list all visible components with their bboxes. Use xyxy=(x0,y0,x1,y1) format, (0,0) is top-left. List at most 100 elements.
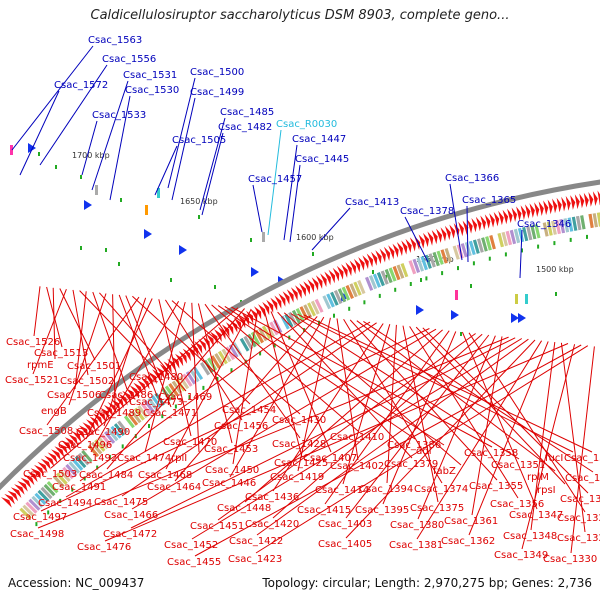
feature-bar xyxy=(10,145,13,155)
cds-arrow xyxy=(86,419,96,431)
cog-block xyxy=(97,436,109,450)
cog-block xyxy=(228,344,239,358)
cog-block xyxy=(477,238,484,253)
cog-block xyxy=(489,235,496,250)
cog-block xyxy=(110,425,122,439)
gene-label: Csac_1491 xyxy=(52,482,106,493)
gene-label: Csac_1375 xyxy=(410,503,464,514)
label-leader xyxy=(349,319,498,481)
gene-label: rplM xyxy=(527,472,549,483)
label-leader xyxy=(252,184,263,233)
gene-label: Csac_1530 xyxy=(125,85,179,96)
outer-marker xyxy=(120,198,122,202)
gene-label: Csac_1454 xyxy=(222,405,276,416)
label-leader xyxy=(217,333,476,521)
gene-label: Csac_1492 xyxy=(63,453,117,464)
label-leader xyxy=(471,336,503,516)
gene-label: Csac_1457 xyxy=(248,174,302,185)
cds-arrow xyxy=(529,203,535,218)
gene-label: Csac_1502 xyxy=(60,376,114,387)
gene-label: Csac_1494 xyxy=(38,498,92,509)
cds-arrow xyxy=(61,440,72,452)
label-leader xyxy=(158,299,192,437)
rna-marker xyxy=(504,252,507,257)
rna-marker xyxy=(83,476,86,481)
cog-block xyxy=(65,463,77,477)
outer-marker xyxy=(470,284,472,288)
cog-block xyxy=(326,293,335,308)
cog-block xyxy=(74,455,87,469)
cog-block xyxy=(104,431,116,444)
gene-label: Csac_1446 xyxy=(202,478,256,489)
gene-label: Csac_1327 xyxy=(560,494,600,505)
cds-arrow xyxy=(286,289,294,303)
rna-marker xyxy=(273,343,276,348)
gene-label: Csac_1423 xyxy=(228,554,282,565)
cog-block xyxy=(62,466,74,480)
rna-marker xyxy=(259,351,262,356)
rna-marker xyxy=(216,377,219,381)
outer-marker xyxy=(420,278,422,282)
gene-label: Csac_1531 xyxy=(123,70,177,81)
rna-marker xyxy=(35,522,38,527)
cog-block xyxy=(330,291,339,306)
gene-label: Csac_1482 xyxy=(218,122,272,133)
label-leader xyxy=(211,304,359,432)
cds-arrow xyxy=(570,195,576,210)
cds-arrow xyxy=(250,308,258,322)
map-title: Caldicellulosiruptor saccharolyticus DSM… xyxy=(90,8,510,23)
gene-label: Csac_1428 xyxy=(272,439,326,450)
rna-marker xyxy=(174,404,177,409)
label-leader xyxy=(121,322,377,497)
gene-label: Csac_1379 xyxy=(384,459,438,470)
label-leader xyxy=(40,328,430,512)
cog-block xyxy=(349,283,358,298)
label-leader xyxy=(65,321,371,498)
gene-label: Csac_1466 xyxy=(104,510,158,521)
gene-label: Csac_1521 xyxy=(5,375,59,386)
cog-block xyxy=(522,226,529,242)
gene-label: Csac_1472 xyxy=(103,529,157,540)
strand-arrow xyxy=(518,313,526,323)
gene-label: Csac_1420 xyxy=(245,519,299,530)
cds-arrow xyxy=(34,464,45,476)
gene-label: Csac_1453 xyxy=(204,444,258,455)
cds-arrow xyxy=(534,202,540,217)
cog-block xyxy=(596,212,600,227)
label-leader xyxy=(90,301,180,453)
cog-block xyxy=(392,265,401,281)
cds-arrow xyxy=(401,240,408,255)
gene-label: Csac_1448 xyxy=(217,503,271,514)
cds-arrow xyxy=(543,200,549,216)
rna-marker xyxy=(148,424,150,428)
rna-marker xyxy=(537,244,540,249)
gene-label: Csac_1348 xyxy=(503,531,557,542)
rna-marker xyxy=(47,510,50,515)
cds-arrow xyxy=(129,385,139,398)
cds-arrow xyxy=(449,224,456,239)
gene-label: Csac_1386 xyxy=(387,440,441,451)
label-leader xyxy=(217,305,416,440)
gene-label: Csac_1395 xyxy=(355,505,409,516)
label-leader xyxy=(461,331,538,510)
cds-arrow xyxy=(592,191,598,206)
outer-marker xyxy=(555,292,557,296)
outer-marker xyxy=(460,332,462,336)
cds-arrow xyxy=(40,458,51,470)
cog-block xyxy=(22,504,35,517)
label-leader-layer xyxy=(11,45,595,557)
label-leader xyxy=(109,95,131,201)
rna-marker xyxy=(569,237,572,242)
cds-arrow xyxy=(140,377,150,390)
cog-block xyxy=(46,481,59,494)
gene-label: Csac_1496 xyxy=(58,440,112,451)
label-leader xyxy=(37,336,509,529)
gene-label: Csac_1356 xyxy=(490,499,544,510)
cog-block xyxy=(207,357,218,371)
cog-block xyxy=(452,245,460,260)
cds-arrow xyxy=(353,258,361,273)
feature-bar xyxy=(262,232,265,242)
strand-arrow xyxy=(451,310,459,320)
cog-block xyxy=(250,331,261,346)
cds-arrow xyxy=(471,218,478,233)
